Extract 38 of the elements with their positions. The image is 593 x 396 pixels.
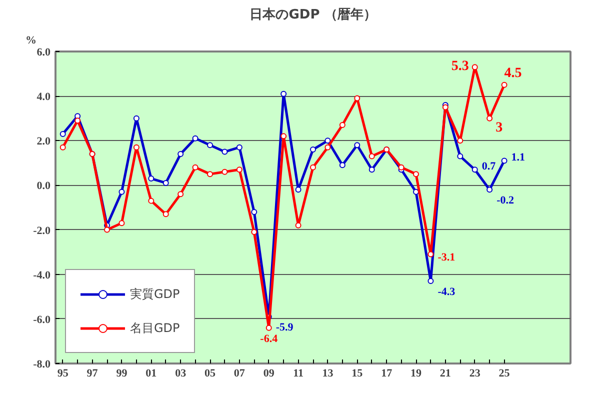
chart-title: 日本のGDP （暦年） — [250, 8, 376, 22]
y-tick-label: 0.0 — [36, 180, 51, 192]
data-label: -3.1 — [438, 251, 456, 264]
x-tick-label: 13 — [322, 368, 334, 380]
x-tick-label: 97 — [86, 368, 98, 380]
x-tick-label: 11 — [293, 368, 304, 380]
x-tick-label: 95 — [57, 368, 69, 380]
x-tick-label: 09 — [263, 368, 275, 380]
y-tick-label: 6.0 — [36, 46, 51, 58]
data-label: 5.3 — [451, 59, 469, 74]
x-tick-label: 19 — [410, 368, 422, 380]
data-label: -5.9 — [276, 322, 294, 334]
y-tick-label: -4.0 — [33, 269, 51, 282]
x-tick-label: 17 — [381, 368, 393, 380]
y-tick-label: -2.0 — [33, 224, 51, 237]
x-tick-label: 03 — [175, 368, 187, 380]
x-tick-label: 99 — [116, 368, 128, 380]
legend-label: 実質GDP — [130, 286, 180, 302]
data-label: -0.2 — [496, 194, 514, 207]
data-label: 4.5 — [504, 66, 522, 81]
data-label: -4.3 — [438, 286, 456, 298]
y-tick-label: -8.0 — [33, 358, 51, 370]
x-tick-label: 01 — [146, 368, 157, 380]
x-tick-label: 07 — [234, 368, 246, 380]
x-tick-label: 23 — [469, 368, 481, 380]
data-label: 1.1 — [511, 152, 526, 164]
x-tick-label: 25 — [498, 368, 510, 380]
x-tick-label: 21 — [440, 368, 451, 380]
y-tick-label: 4.0 — [36, 91, 51, 104]
data-label: 0.7 — [482, 160, 496, 173]
x-tick-label: 05 — [204, 368, 216, 380]
legend-label: 名目GDP — [130, 320, 180, 336]
data-label: 3 — [496, 120, 503, 136]
y-tick-label: -6.0 — [33, 314, 51, 326]
y-axis-title: % — [26, 34, 36, 46]
data-label: -6.4 — [260, 332, 278, 345]
x-tick-label: 15 — [352, 368, 364, 380]
y-tick-label: 2.0 — [36, 136, 51, 148]
